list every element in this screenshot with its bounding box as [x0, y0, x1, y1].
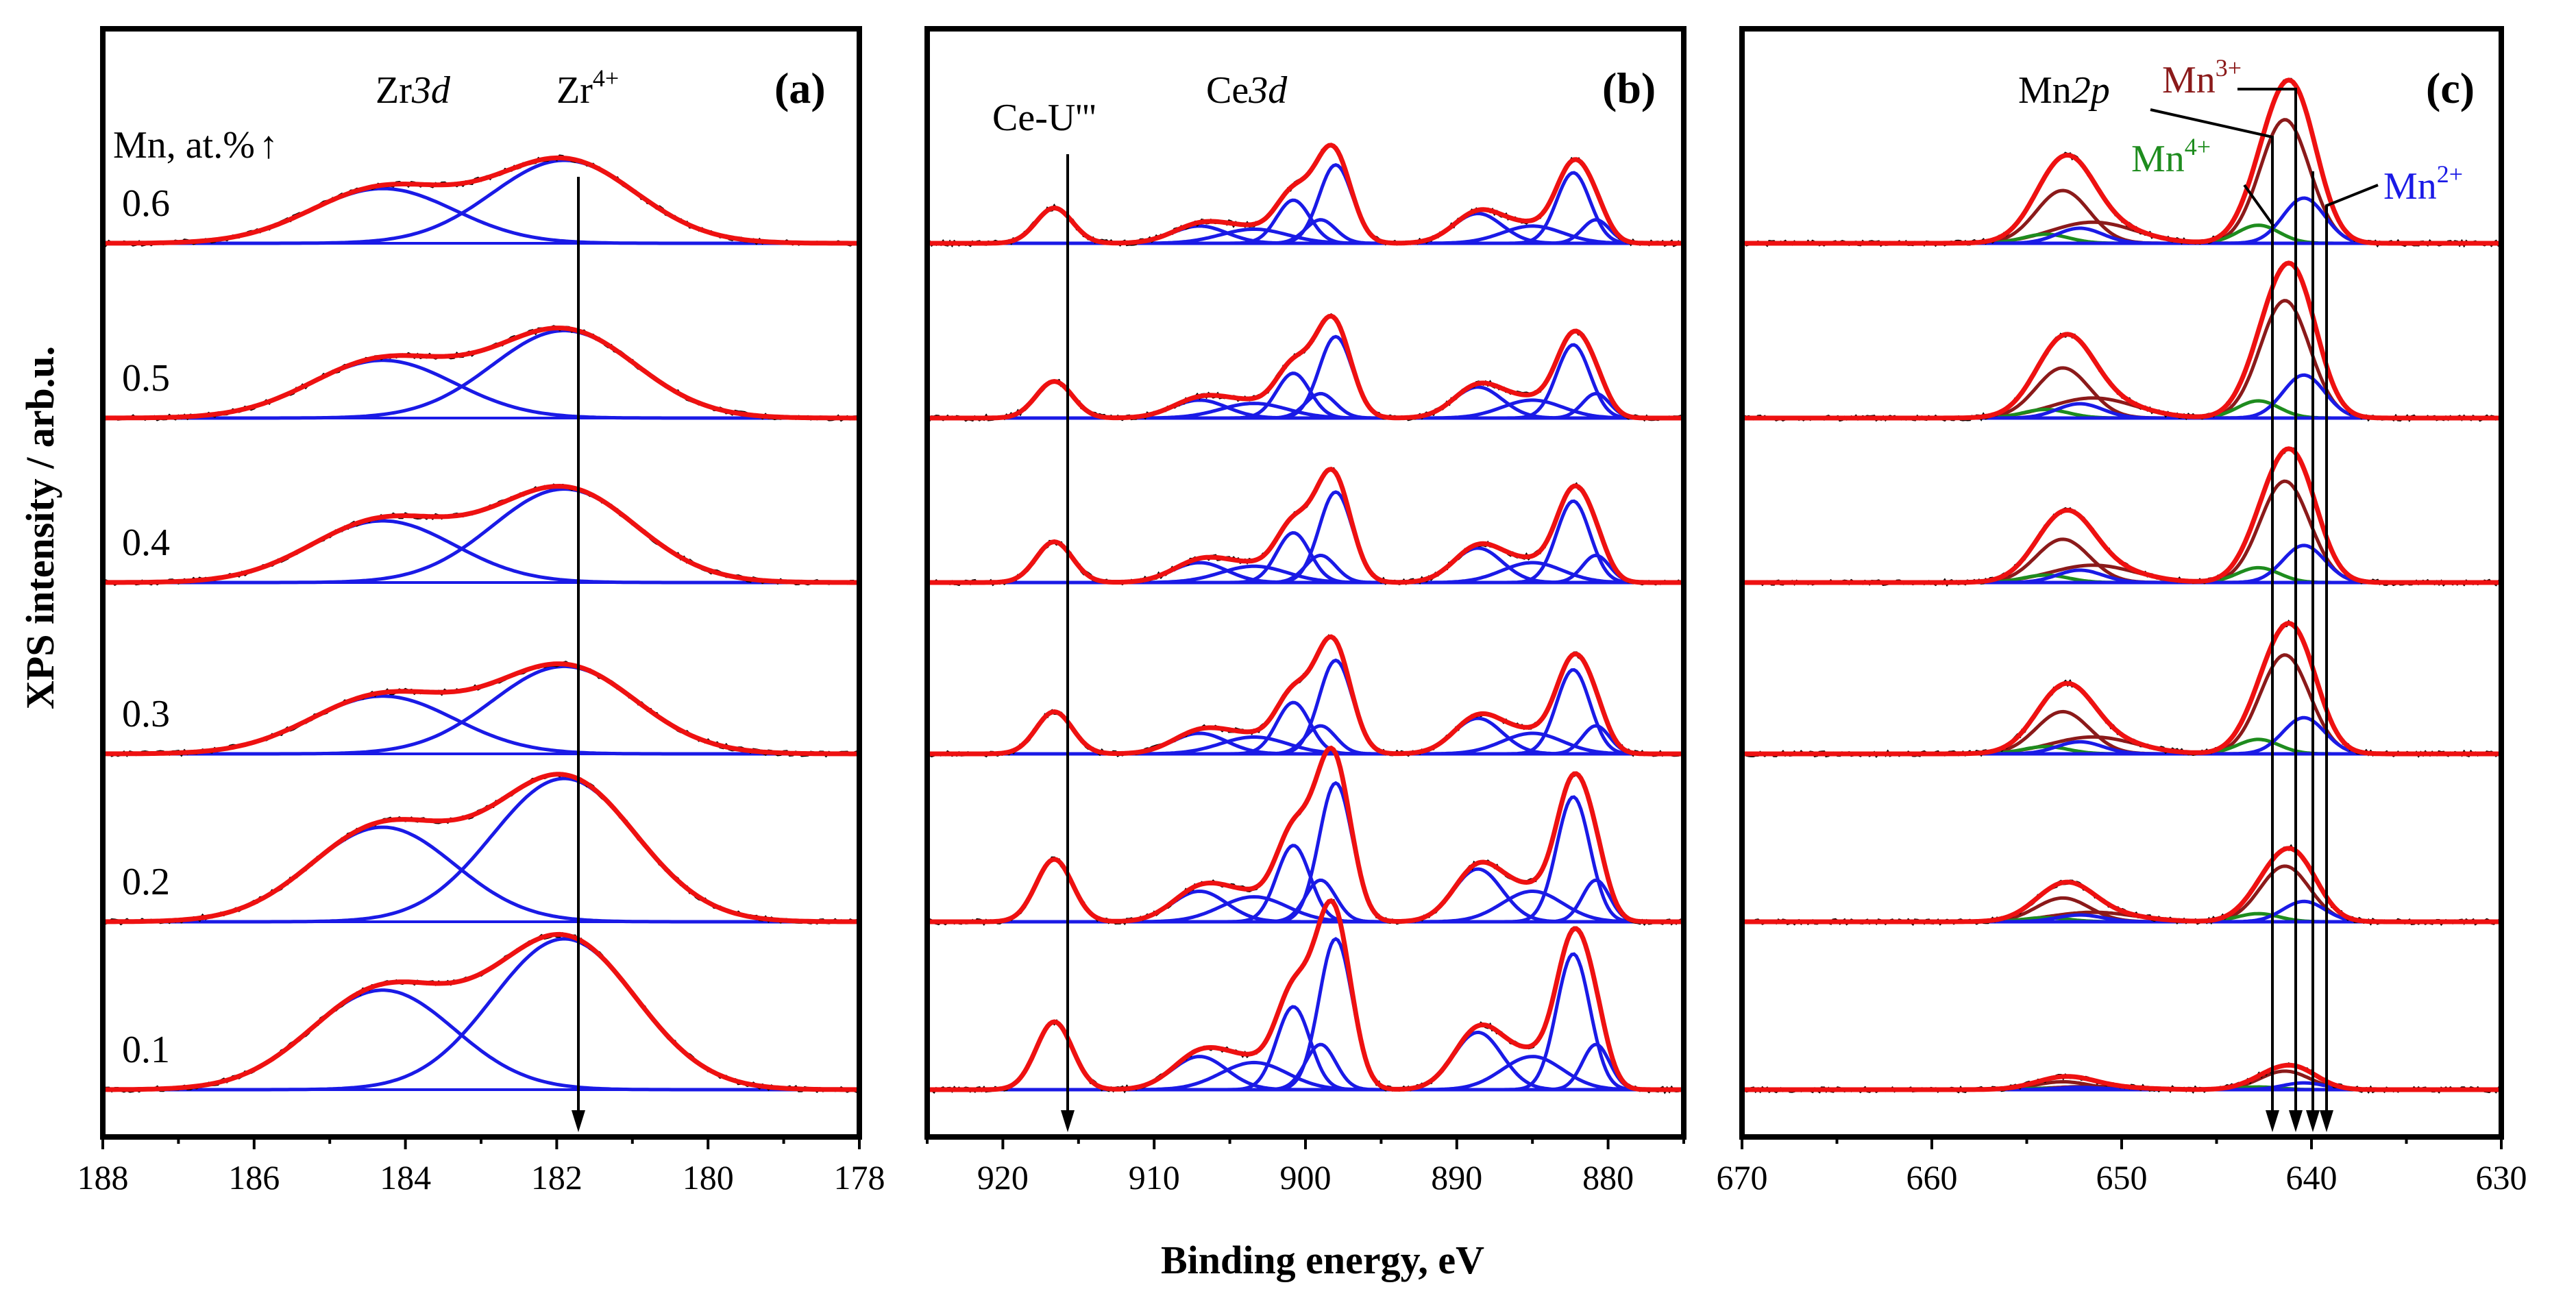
mn-level-label: 0.5: [122, 357, 170, 400]
x-tick-label: 640: [2286, 1158, 2338, 1197]
x-tick-label: 184: [380, 1158, 431, 1197]
ce-u-label: Ce-U''': [992, 97, 1096, 139]
x-tick-label: 650: [2096, 1158, 2148, 1197]
mn2plus-leader: [2325, 184, 2379, 1117]
x-tick-label: 670: [1717, 1158, 1768, 1197]
mn3plus-label: Mn3+: [2162, 54, 2242, 101]
envelope-fit: [103, 155, 859, 246]
mn-level-label: 0.4: [122, 522, 170, 564]
envelope-fit: [102, 661, 859, 757]
component-peak: [103, 825, 859, 924]
component-peak: [927, 530, 1683, 585]
zr4plus-label: Zr4+: [556, 64, 619, 112]
mn3plus-leader: [2237, 88, 2297, 1117]
envelope-fit: [927, 313, 1683, 421]
panel-zr3d: 188 186 184 182 180 178 (a) Zr3d Zr4+ Mn, at.…: [77, 26, 885, 1197]
component-peak: [103, 664, 859, 756]
envelope-fit: [1742, 846, 2501, 924]
mn2plus-label: Mn2+: [2383, 160, 2463, 208]
mn-level-label: 0.6: [122, 182, 170, 225]
mn3plus-arrow-head: [2289, 1110, 2303, 1132]
mn4plus-label: Mn4+: [2131, 133, 2211, 180]
envelope-fit: [1742, 77, 2501, 246]
mn4plus-arrow-head: [2266, 1110, 2279, 1132]
x-axis-title: Binding energy, eV: [1161, 1238, 1484, 1282]
envelope-fit: [103, 772, 860, 924]
component-peak: [927, 1042, 1683, 1092]
component-peak: [927, 218, 1683, 245]
x-tick-label: 880: [1582, 1158, 1634, 1197]
panel-c-label: (c): [2426, 64, 2475, 112]
y-axis-title: XPS intensity / arb.u.: [18, 346, 62, 709]
panel-c-curves: [1741, 77, 2502, 1094]
panel-a-curves: [101, 154, 861, 1093]
envelope-fit: [927, 898, 1683, 1092]
x-tick-label: 660: [1906, 1158, 1958, 1197]
component-peak: [927, 391, 1683, 420]
component-peak: [103, 988, 859, 1092]
envelope-fit: [103, 931, 860, 1092]
ce3d-label: Ce3d: [1206, 69, 1288, 112]
panel-a-label: (a): [774, 64, 826, 112]
x-tick-label: 178: [834, 1158, 885, 1197]
panel-c-x-ticks: 670 660 650 640 630: [1717, 1137, 2527, 1197]
component-peak: [103, 487, 859, 585]
panel-mn2p: 670 660 650 640 630 (c) Mn2p Mn3+ Mn4+ Mn2+: [1717, 26, 2527, 1197]
component-peak: [927, 724, 1683, 756]
envelope-fit: [1742, 620, 2501, 757]
x-tick-label: 182: [531, 1158, 582, 1197]
panel-b-curves: [926, 143, 1684, 1094]
panel-b-x-ticks: 920 910 900 890 880: [926, 1137, 1685, 1197]
envelope-fit: [1742, 446, 2501, 585]
mn-level-label: 0.2: [122, 861, 170, 903]
panel-b-label: (b): [1602, 64, 1656, 112]
mn-level-label: 0.1: [122, 1029, 170, 1071]
envelope-fit: [927, 634, 1683, 757]
panel-ce3d: 920 910 900 890 880 (b) Ce-U''' Ce3d: [924, 26, 1686, 1197]
component-peak: [102, 694, 859, 756]
envelope-fit: [927, 143, 1683, 246]
component-peak: [103, 158, 859, 245]
mn-level-labels: 0.6 0.5 0.4 0.3 0.2 0.1: [122, 182, 170, 1071]
x-tick-label: 186: [228, 1158, 280, 1197]
mn-level-label: 0.3: [122, 693, 170, 735]
zr4plus-arrow-head: [572, 1110, 585, 1132]
component-peak: [927, 878, 1683, 924]
envelope-fit: [1742, 1062, 2501, 1092]
x-tick-label: 630: [2476, 1158, 2527, 1197]
mn2plus-arrow-head: [2320, 1110, 2333, 1132]
x-tick-label: 910: [1129, 1158, 1180, 1197]
component-peak: [103, 937, 860, 1092]
component-peak: [927, 844, 1683, 924]
mn2p-label: Mn2p: [2018, 69, 2110, 112]
x-tick-label: 890: [1431, 1158, 1482, 1197]
envelope-fit: [927, 467, 1683, 585]
envelope-fit: [102, 483, 859, 585]
mn4plus-leader: [2243, 184, 2275, 228]
x-tick-label: 920: [977, 1158, 1029, 1197]
component-peak: [927, 1005, 1683, 1092]
mn-arrow-2-head: [2306, 1110, 2320, 1132]
component-peak: [102, 519, 859, 585]
envelope-fit: [1742, 260, 2501, 421]
component-peak: [103, 328, 859, 420]
x-tick-label: 900: [1280, 1158, 1332, 1197]
zr3d-label: Zr3d: [376, 69, 451, 112]
envelope-fit: [927, 745, 1683, 924]
x-tick-label: 188: [77, 1158, 129, 1197]
envelope-fit: [102, 326, 859, 421]
component-peak: [103, 776, 860, 924]
panel-a-x-ticks: 188 186 184 182 180 178: [77, 1137, 885, 1197]
component-peak: [927, 553, 1683, 585]
ce-u-arrow-head: [1061, 1110, 1075, 1132]
mn-at-percent-label: Mn, at.% ↑: [113, 124, 278, 167]
x-tick-label: 180: [683, 1158, 734, 1197]
component-peak: [102, 358, 859, 420]
mn2p-leader: [2150, 108, 2274, 1117]
component-peak: [927, 700, 1683, 756]
component-peak: [103, 186, 859, 245]
